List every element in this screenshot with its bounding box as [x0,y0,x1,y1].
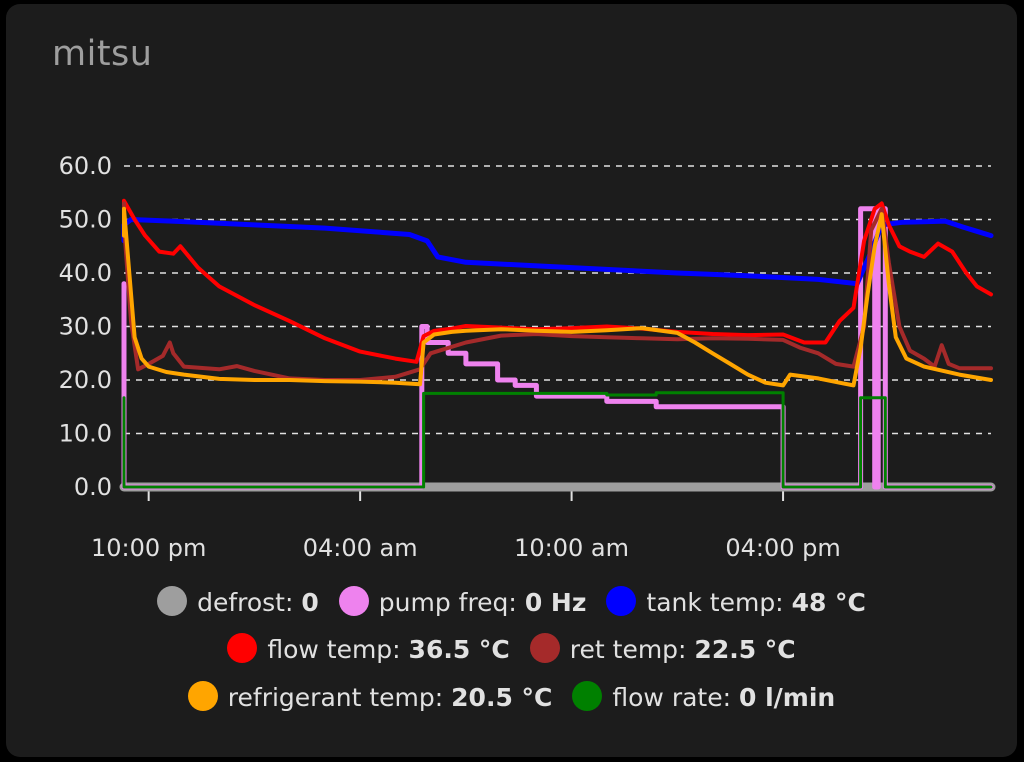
legend-dot-icon [227,633,258,663]
legend-label: flow rate: [612,682,739,712]
y-tick-label: 10.0 [59,420,112,448]
y-tick-label: 40.0 [59,259,112,287]
legend-value: 22.5 °C [694,635,796,664]
y-tick-label: 50.0 [59,206,112,234]
legend-row: refrigerant temp: 20.5 °C flow rate: 0 l/… [6,673,1017,721]
legend-value: 0 l/min [738,682,836,712]
x-tick-label: 10:00 am [514,534,629,562]
legend-value: 0 Hz [524,587,587,617]
legend-label: ret temp: [569,635,695,664]
legend-item-defrost[interactable]: defrost: 0 [157,579,319,626]
x-axis-labels: 10:00 pm 04:00 am 10:00 am 04:00 pm [91,491,841,562]
legend-row: defrost: 0 pump freq: 0 Hz tank temp: 48 °… [6,578,1017,626]
legend-dot-icon [187,680,218,711]
legend-dot-icon [606,585,637,616]
legend-item-flow-rate[interactable]: flow rate: 0 l/min [572,674,835,721]
series-line-ret-temp[interactable] [122,201,993,382]
legend-row: flow temp: 36.5 °C ret temp: 22.5 °C [6,626,1017,674]
y-tick-label: 20.0 [59,366,112,394]
series-line-refrigerant-temp[interactable] [122,206,993,388]
legend-label: refrigerant temp: [227,682,452,712]
x-tick-label: 04:00 am [303,534,418,562]
series-line-flow-rate[interactable] [122,391,993,489]
y-tick-label: 60.0 [59,152,112,180]
legend-dot-icon [338,585,369,616]
legend-dot-icon [572,680,603,711]
y-axis-labels: 0.0 10.0 20.0 30.0 40.0 50.0 60.0 [59,152,112,501]
chart-card: mitsu 0.0 10.0 20.0 30.0 40.0 50.0 60.0 10:00 … [6,4,1017,757]
legend-label: tank temp: [646,587,792,617]
chart-legend[interactable]: defrost: 0 pump freq: 0 Hz tank temp: 48 °… [6,578,1017,721]
legend-dot-icon [157,585,188,616]
x-tick-label: 10:00 pm [91,534,206,562]
legend-value: 0 [301,587,319,617]
legend-label: defrost: [197,587,302,617]
series-line-pump-freq[interactable] [121,206,994,490]
legend-label: pump freq: [378,587,525,617]
card-title: mitsu [52,34,153,74]
legend-item-ret-temp[interactable]: ret temp: 22.5 °C [529,626,796,673]
legend-item-pump-freq[interactable]: pump freq: 0 Hz [338,579,587,626]
legend-item-tank-temp[interactable]: tank temp: 48 °C [606,579,866,626]
legend-label: flow temp: [267,635,409,664]
legend-item-refrigerant-temp[interactable]: refrigerant temp: 20.5 °C [187,674,553,721]
series-lines[interactable] [119,198,996,492]
y-tick-label: 0.0 [74,473,112,501]
legend-item-flow-temp[interactable]: flow temp: 36.5 °C [227,626,510,673]
legend-dot-icon [529,633,560,663]
legend-value: 20.5 °C [451,682,553,712]
legend-value: 36.5 °C [408,635,510,664]
history-chart[interactable]: 0.0 10.0 20.0 30.0 40.0 50.0 60.0 10:00 pm 04:0… [6,4,1017,574]
series-line-tank-temp[interactable] [121,217,994,287]
legend-value: 48 °C [791,587,866,617]
x-tick-label: 04:00 pm [725,534,840,562]
series-line-flow-temp[interactable] [122,198,993,364]
y-tick-label: 30.0 [59,313,112,341]
